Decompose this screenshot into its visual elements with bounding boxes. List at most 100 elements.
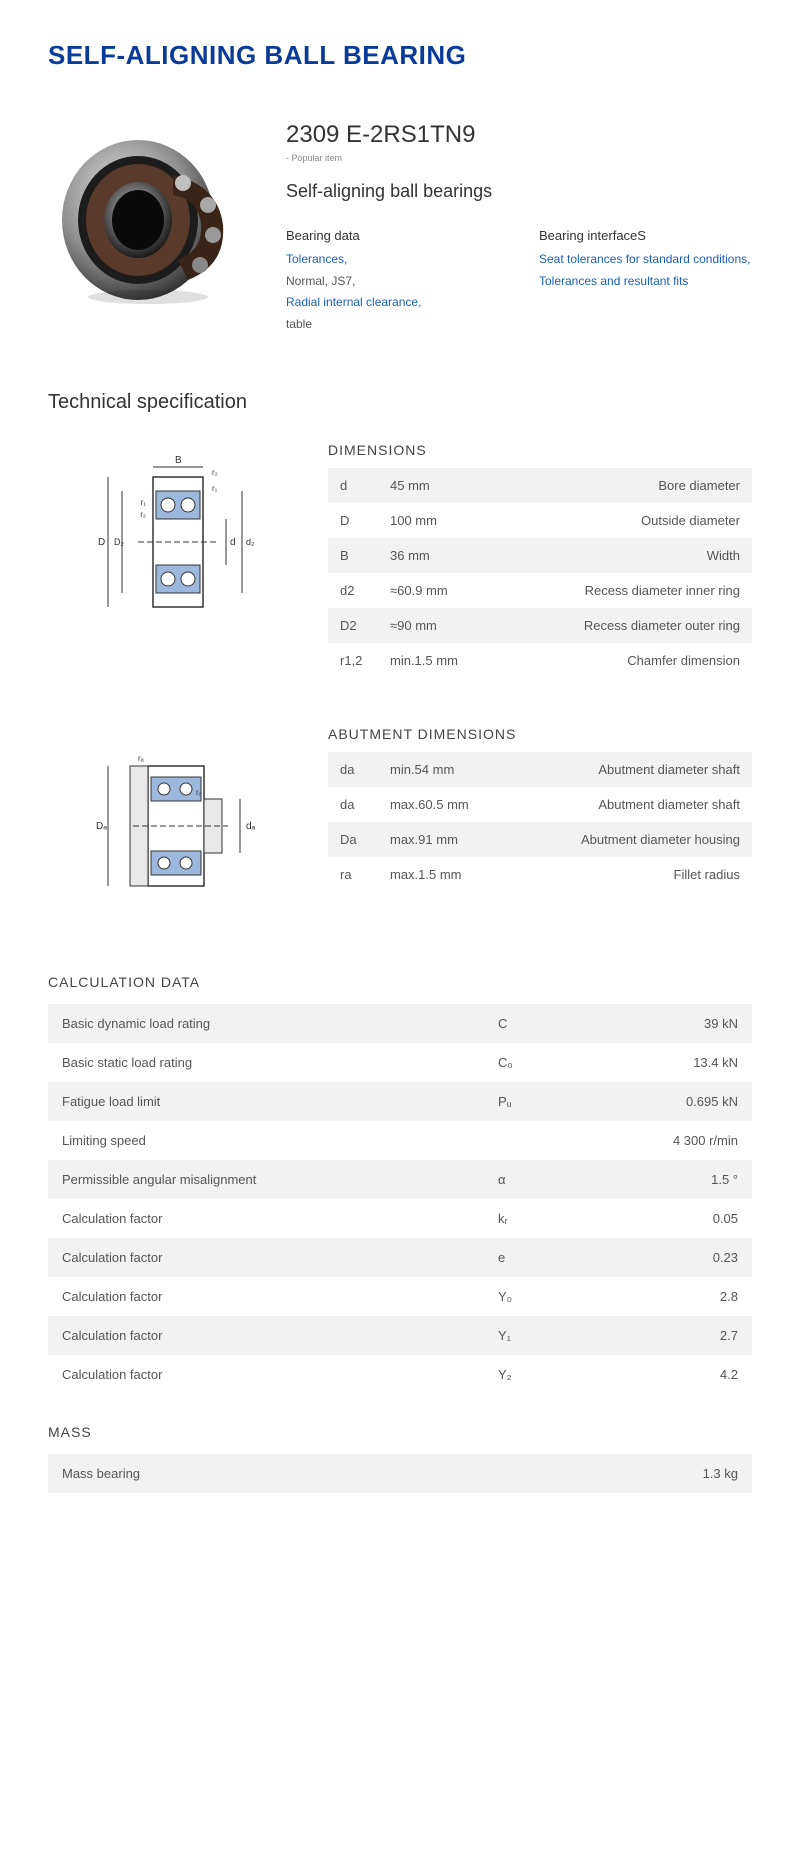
svg-text:B: B <box>175 455 182 466</box>
calc-row: Basic static load ratingC₀13.4 kN <box>48 1043 752 1082</box>
calc-row: Permissible angular misalignmentα1.5 ° <box>48 1160 752 1199</box>
bearing-interface-links: Bearing interfaceS Seat tolerances for s… <box>539 228 752 335</box>
svg-text:r₁: r₁ <box>212 484 218 493</box>
spec-value: ≈90 mm <box>390 618 490 633</box>
spec-desc: Chamfer dimension <box>490 653 740 668</box>
product-subtitle: Self-aligning ball bearings <box>286 181 752 202</box>
calc-value: 1.3 kg <box>618 1466 738 1481</box>
links-left-title: Bearing data <box>286 228 499 243</box>
spec-row: damax.60.5 mmAbutment diameter shaft <box>328 787 752 822</box>
spec-value: 36 mm <box>390 548 490 563</box>
model-number: 2309 E-2RS1TN9 <box>286 121 752 149</box>
calc-label: Basic dynamic load rating <box>62 1016 498 1031</box>
spec-symbol: D2 <box>340 618 390 633</box>
data-text: Normal, JS7, <box>286 271 499 293</box>
spec-desc: Abutment diameter shaft <box>490 762 740 777</box>
spec-symbol: da <box>340 762 390 777</box>
svg-text:d₂: d₂ <box>246 537 255 547</box>
data-link[interactable]: Radial internal clearance, <box>286 292 499 314</box>
spec-value: ≈60.9 mm <box>390 583 490 598</box>
abutment-table: ABUTMENT DIMENSIONS damin.54 mmAbutment … <box>328 726 752 892</box>
spec-value: min.54 mm <box>390 762 490 777</box>
spec-value: max.91 mm <box>390 832 490 847</box>
bearing-data-links: Bearing data Tolerances,Normal, JS7,Radi… <box>286 228 499 335</box>
svg-text:r₂: r₂ <box>212 468 218 477</box>
calc-symbol: e <box>498 1250 618 1265</box>
spec-symbol: d2 <box>340 583 390 598</box>
calc-label: Permissible angular misalignment <box>62 1172 498 1187</box>
calc-row: Calculation factorY₁2.7 <box>48 1316 752 1355</box>
calc-label: Calculation factor <box>62 1250 498 1265</box>
spec-symbol: r1,2 <box>340 653 390 668</box>
calc-symbol: C <box>498 1016 618 1031</box>
spec-desc: Recess diameter outer ring <box>490 618 740 633</box>
calc-value: 39 kN <box>618 1016 738 1031</box>
spec-symbol: B <box>340 548 390 563</box>
hero-section: 2309 E-2RS1TN9 - Popular item Self-align… <box>48 115 752 335</box>
page-title: SELF-ALIGNING BALL BEARING <box>48 40 752 71</box>
calc-value: 0.695 kN <box>618 1094 738 1109</box>
calc-label: Basic static load rating <box>62 1055 498 1070</box>
calc-label: Mass bearing <box>62 1466 498 1481</box>
mass-table: Mass bearing 1.3 kg <box>48 1454 752 1493</box>
calc-label: Calculation factor <box>62 1328 498 1343</box>
data-link[interactable]: Tolerances and resultant fits <box>539 271 752 293</box>
svg-text:rₐ: rₐ <box>138 754 145 763</box>
calc-symbol: Y₂ <box>498 1367 618 1382</box>
spec-desc: Outside diameter <box>490 513 740 528</box>
calculation-heading: CALCULATION DATA <box>48 974 752 990</box>
svg-text:r₁: r₁ <box>141 498 147 507</box>
spec-symbol: D <box>340 513 390 528</box>
mass-heading: MASS <box>48 1424 752 1440</box>
calc-label: Limiting speed <box>62 1133 498 1148</box>
svg-text:dₐ: dₐ <box>246 821 256 832</box>
spec-symbol: da <box>340 797 390 812</box>
calc-value: 2.8 <box>618 1289 738 1304</box>
data-link[interactable]: Seat tolerances for standard conditions, <box>539 249 752 271</box>
product-image <box>48 115 258 325</box>
calc-label: Calculation factor <box>62 1367 498 1382</box>
spec-symbol: d <box>340 478 390 493</box>
calc-value: 4 300 r/min <box>618 1133 738 1148</box>
calc-row: Calculation factorkᵣ0.05 <box>48 1199 752 1238</box>
calc-label: Calculation factor <box>62 1211 498 1226</box>
spec-row: ramax.1.5 mmFillet radius <box>328 857 752 892</box>
svg-text:rₐ: rₐ <box>196 788 203 797</box>
svg-text:Dₐ: Dₐ <box>96 821 107 832</box>
spec-row: damin.54 mmAbutment diameter shaft <box>328 752 752 787</box>
calc-symbol: C₀ <box>498 1055 618 1070</box>
calc-value: 4.2 <box>618 1367 738 1382</box>
dimensions-diagram: B r₂ r₁ r₁ r₂ D D₂ d d₂ <box>48 442 308 642</box>
svg-text:D₂: D₂ <box>114 537 124 547</box>
calc-row: Limiting speed 4 300 r/min <box>48 1121 752 1160</box>
spec-row: D100 mmOutside diameter <box>328 503 752 538</box>
calc-symbol: Y₁ <box>498 1328 618 1343</box>
dimensions-table: DIMENSIONS d45 mmBore diameterD100 mmOut… <box>328 442 752 678</box>
spec-desc: Width <box>490 548 740 563</box>
calc-value: 0.05 <box>618 1211 738 1226</box>
calc-symbol: Y₀ <box>498 1289 618 1304</box>
spec-row: Damax.91 mmAbutment diameter housing <box>328 822 752 857</box>
spec-desc: Recess diameter inner ring <box>490 583 740 598</box>
spec-value: max.1.5 mm <box>390 867 490 882</box>
spec-desc: Abutment diameter housing <box>490 832 740 847</box>
abutment-heading: ABUTMENT DIMENSIONS <box>328 726 752 742</box>
product-info: 2309 E-2RS1TN9 - Popular item Self-align… <box>286 115 752 335</box>
spec-desc: Bore diameter <box>490 478 740 493</box>
data-text: table <box>286 314 499 336</box>
data-link[interactable]: Tolerances, <box>286 249 499 271</box>
svg-text:d: d <box>230 537 236 548</box>
technical-spec-heading: Technical specification <box>48 391 752 414</box>
calc-symbol: α <box>498 1172 618 1187</box>
calc-value: 0.23 <box>618 1250 738 1265</box>
calc-label: Fatigue load limit <box>62 1094 498 1109</box>
spec-desc: Abutment diameter shaft <box>490 797 740 812</box>
svg-text:r₂: r₂ <box>140 510 146 519</box>
spec-row: B36 mmWidth <box>328 538 752 573</box>
calc-row: Mass bearing 1.3 kg <box>48 1454 752 1493</box>
spec-value: 45 mm <box>390 478 490 493</box>
calc-symbol: Pᵤ <box>498 1094 618 1109</box>
links-right-list: Seat tolerances for standard conditions,… <box>539 249 752 292</box>
calculation-table: Basic dynamic load ratingC39 kN Basic sta… <box>48 1004 752 1394</box>
spec-row: d2≈60.9 mmRecess diameter inner ring <box>328 573 752 608</box>
